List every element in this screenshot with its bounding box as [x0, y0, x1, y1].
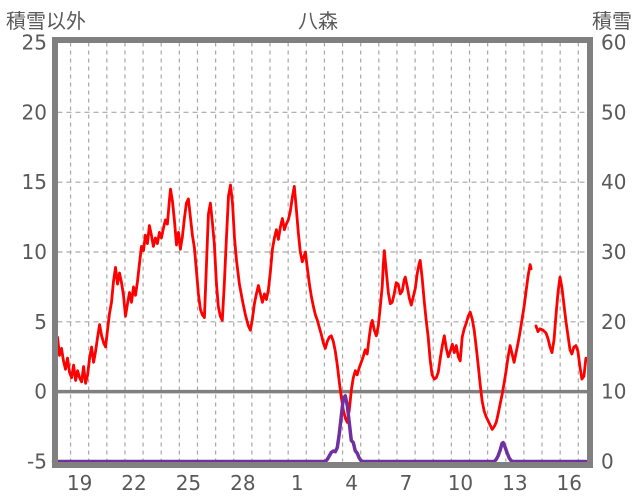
- x-tick-label: 16: [557, 471, 582, 495]
- series-red-line: [52, 183, 533, 431]
- series-purple-line: [51, 394, 588, 464]
- right-axis-tick-label: 50: [601, 100, 626, 124]
- right-axis-tick-label: 60: [601, 31, 626, 55]
- x-tick-label: 13: [502, 471, 527, 495]
- x-tick-label: 25: [176, 471, 201, 495]
- x-tick-label: 19: [67, 471, 92, 495]
- series-red-line: [534, 275, 588, 381]
- right-axis-tick-label: 20: [601, 310, 626, 334]
- x-tick-label: 22: [121, 471, 146, 495]
- right-axis-tick-label: 30: [601, 240, 626, 264]
- left-axis-tick-label: 0: [34, 380, 47, 404]
- left-axis-tick-label: 5: [34, 310, 47, 334]
- x-tick-label: 10: [448, 471, 473, 495]
- plot-frame: [52, 37, 593, 468]
- left-axis-tick-label: 20: [22, 100, 47, 124]
- x-tick-label: 7: [400, 471, 413, 495]
- left-axis-title: 積雪以外: [6, 9, 86, 33]
- right-axis-tick-label: 10: [601, 380, 626, 404]
- right-axis-tick-label: 40: [601, 170, 626, 194]
- left-axis-tick-label: -5: [27, 450, 47, 474]
- x-tick-label: 28: [230, 471, 255, 495]
- left-axis-tick-label: 10: [22, 240, 47, 264]
- left-axis-tick-label: 15: [22, 170, 47, 194]
- right-axis-title: 積雪: [592, 9, 632, 33]
- x-tick-label: 1: [291, 471, 304, 495]
- right-axis-tick-label: 0: [601, 450, 614, 474]
- chart-title: 八森: [298, 9, 338, 33]
- x-tick-label: 4: [345, 471, 358, 495]
- left-axis-tick-label: 25: [22, 31, 47, 55]
